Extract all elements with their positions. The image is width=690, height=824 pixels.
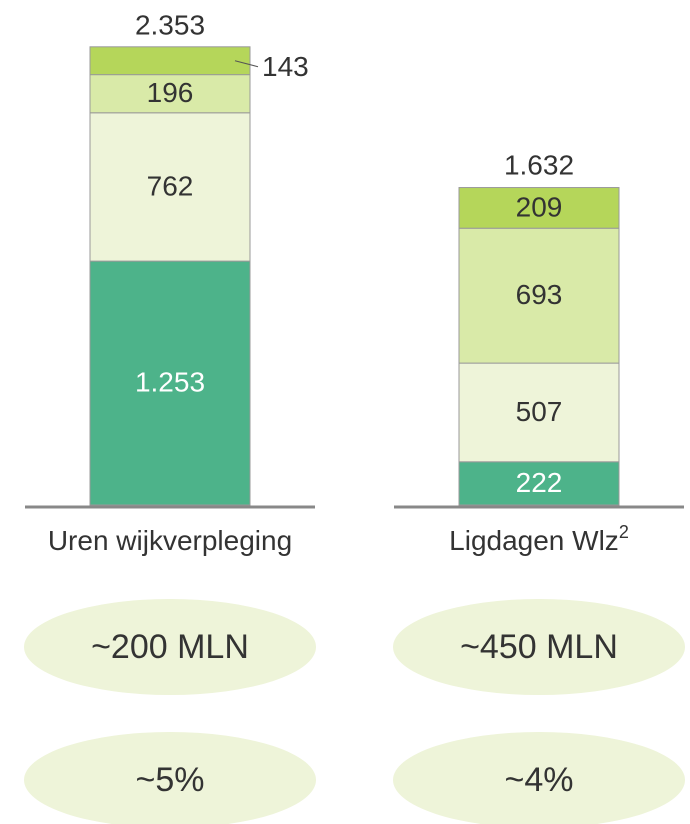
annotation-bubble <box>393 599 685 695</box>
bar-segment <box>89 46 251 76</box>
bar-segment <box>458 461 620 506</box>
category-label: Ligdagen Wlz2 <box>449 522 629 557</box>
total-label: 1.632 <box>504 150 574 181</box>
value-label: 762 <box>147 170 194 201</box>
annotation-text: ~4% <box>505 761 574 799</box>
value-label: 143 <box>262 51 309 82</box>
value-label: 222 <box>516 467 563 498</box>
annotation-bubble <box>24 599 316 695</box>
total-label: 2.353 <box>135 9 205 40</box>
annotation-bubble <box>393 732 685 824</box>
bar-segment <box>89 260 251 506</box>
leader-line <box>234 60 259 68</box>
value-label: 507 <box>516 396 563 427</box>
annotation-text: ~450 MLN <box>460 628 618 666</box>
annotation-text: ~200 MLN <box>91 628 249 666</box>
bar-segment <box>89 112 251 262</box>
category-name: Uren wijkverpleging <box>48 525 292 556</box>
value-label: 1.253 <box>135 366 205 397</box>
value-label: 196 <box>147 77 194 108</box>
category-label: Uren wijkverpleging <box>48 525 292 556</box>
bar-segment <box>458 187 620 229</box>
category-superscript: 2 <box>619 522 629 542</box>
value-label: 693 <box>516 279 563 310</box>
bar-segment <box>458 227 620 364</box>
value-label: 209 <box>516 191 563 222</box>
category-name: Ligdagen Wlz <box>449 525 619 556</box>
annotation-bubble <box>24 732 316 824</box>
annotation-text: ~5% <box>136 761 205 799</box>
bar-segment <box>458 362 620 463</box>
